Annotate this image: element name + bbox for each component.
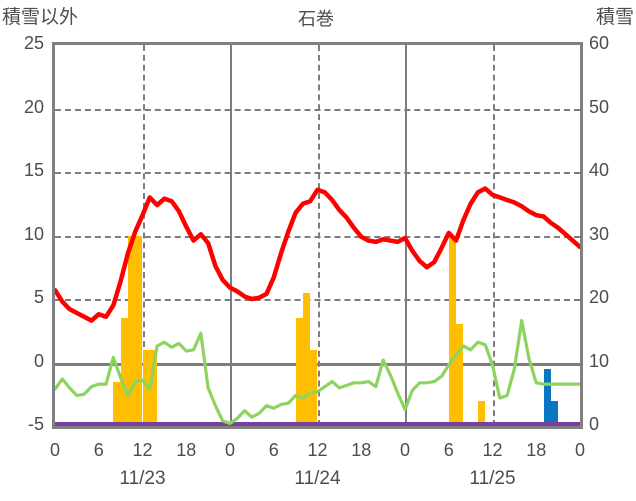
precipitation-bar: [302, 292, 311, 426]
chart-title: 石巻: [298, 9, 334, 29]
xtick-66: 18: [526, 440, 547, 460]
xtick-42: 18: [351, 440, 372, 460]
left-tick-20: 20: [23, 96, 44, 117]
gridline-x-12: [142, 45, 145, 426]
precipitation-bar: [448, 235, 457, 426]
precipitation-bar: [149, 349, 158, 426]
xtick-12: 12: [132, 440, 153, 460]
right-tick-0: 0: [589, 414, 600, 434]
series-lines: [55, 186, 580, 426]
xtick-54: 6: [443, 440, 454, 460]
wind-line: [55, 318, 580, 426]
precipitation-bar: [477, 400, 486, 426]
date-label-11-23: 11/23: [119, 468, 166, 489]
precipitation-bar: [310, 349, 318, 426]
precipitation-bar: [113, 381, 121, 426]
left-tick-25: 25: [23, 33, 44, 53]
precipitation-bar: [120, 318, 128, 426]
gridline-x-24: [230, 45, 232, 426]
xtick-24: 0: [224, 440, 235, 460]
left-tick-10: 10: [23, 223, 44, 244]
right-tick-20: 20: [589, 287, 610, 307]
right-tick-30: 30: [589, 223, 610, 244]
right-tick-50: 50: [589, 96, 610, 117]
left-axis-title: 積雪以外: [2, 7, 79, 28]
gridline-x-36: [317, 45, 320, 426]
xtick-48: 0: [399, 440, 410, 460]
right-axis-title: 積雪: [595, 7, 634, 28]
precipitation-bar: [135, 235, 143, 426]
right-tick-10: 10: [589, 350, 610, 371]
xtick-60: 12: [482, 440, 503, 460]
right-tick-60: 60: [589, 33, 610, 53]
temperature-line: [55, 186, 580, 323]
xtick-18: 18: [176, 440, 197, 460]
date-label-11-24: 11/24: [294, 468, 341, 489]
left-tick-15: 15: [23, 160, 44, 180]
plot-area: [52, 42, 583, 429]
left-tick-0: 0: [33, 350, 44, 371]
xtick-6: 6: [93, 440, 104, 460]
precipitation-bar: [295, 318, 303, 426]
date-label-11-25: 11/25: [469, 468, 516, 489]
precipitation-bar: [127, 235, 136, 426]
right-tick-40: 40: [589, 160, 610, 180]
precipitation-bar: [456, 324, 464, 426]
gridline-x-60: [492, 45, 495, 426]
snow-depth-bar: [550, 400, 559, 426]
xtick-0: 0: [49, 440, 60, 460]
xtick-72: 0: [574, 440, 585, 460]
left-tick-5: 5: [33, 287, 44, 307]
snow-depth-bar: [543, 368, 551, 426]
left-tick--5: -5: [27, 414, 44, 434]
xtick-36: 12: [307, 440, 328, 460]
gridline-x-48: [405, 45, 407, 426]
xtick-30: 6: [268, 440, 279, 460]
precipitation-bar: [142, 349, 150, 426]
